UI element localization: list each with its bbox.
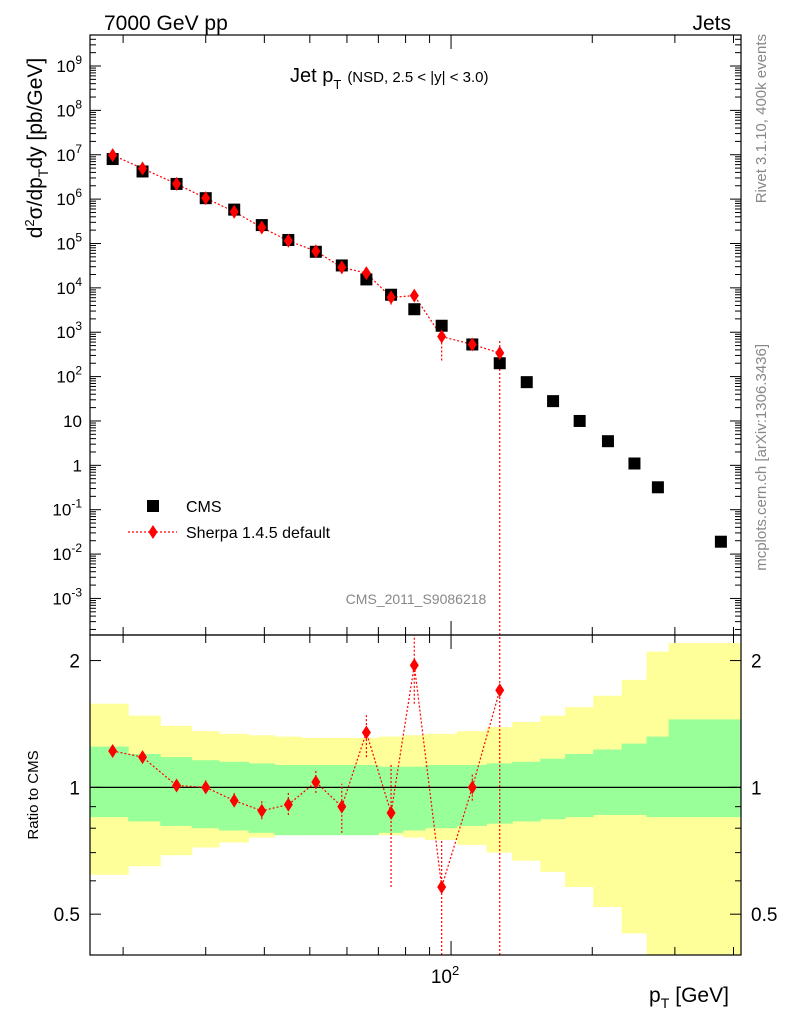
cms-point (573, 414, 586, 427)
sherpa-point (138, 161, 148, 176)
cms-point (651, 481, 664, 494)
ratio-point (257, 803, 267, 818)
upper-ytick-label: 107 (56, 142, 82, 165)
sherpa-point (409, 288, 419, 303)
sherpa-point (257, 220, 267, 235)
xtick-label: 102 (431, 963, 459, 988)
cms-point (408, 303, 421, 316)
cms-point (493, 357, 506, 370)
cms-point (547, 395, 560, 408)
ratio-point (138, 750, 148, 765)
sherpa-point (337, 260, 347, 275)
lower-ytick-label: 0.5 (54, 905, 80, 926)
rivet-version-label: Rivet 3.1.10, 400k events (753, 34, 770, 203)
ratio-point (283, 797, 293, 812)
plot-title: Jet pT (NSD, 2.5 < |y| < 3.0) (290, 65, 489, 92)
upper-ytick-label: 108 (56, 97, 82, 120)
lower-ytick-label-right: 2 (751, 652, 762, 673)
upper-ytick-label: 106 (56, 186, 82, 209)
ratio-band-inner (248, 763, 275, 833)
legend-sherpa-marker (148, 525, 158, 539)
analysis-id: CMS_2011_S9086218 (346, 591, 487, 607)
ratio-band-inner (512, 761, 541, 822)
upper-ytick-label: 10-3 (52, 585, 82, 608)
cms-point (520, 376, 533, 389)
upper-ytick-label: 109 (56, 53, 82, 76)
upper-ytick-label: 104 (56, 275, 82, 298)
cms-point (714, 535, 727, 548)
ratio-band-inner (424, 765, 458, 829)
upper-ytick-label: 10-2 (52, 541, 82, 564)
ratio-point (311, 774, 321, 789)
sherpa-point (201, 191, 211, 206)
sherpa-point (229, 204, 239, 219)
sherpa-point (386, 290, 396, 305)
upper-ytick-label: 102 (56, 364, 82, 387)
ratio-band-inner (668, 719, 742, 818)
sherpa-point (467, 337, 477, 352)
sherpa-point (495, 346, 505, 361)
upper-axis-ticks: 10-3 10-2 10-1 1 10 102 103 104 105 106 107 108 109 (52, 34, 741, 635)
legend-cms-marker (147, 500, 159, 512)
lower-data-layer (108, 635, 505, 955)
lower-ytick-label: 2 (69, 652, 80, 673)
upper-ytick-label: 105 (56, 230, 82, 253)
lower-ytick-label-right: 1 (751, 778, 762, 799)
ratio-point (361, 725, 371, 740)
ratio-point (201, 780, 211, 795)
ratio-point (467, 780, 477, 795)
category-label: Jets (692, 12, 731, 35)
ratio-band-inner (646, 736, 670, 818)
upper-ylabel: d2σ/dpTdy [pb/GeV] (22, 58, 51, 239)
ratio-band-inner (90, 746, 129, 818)
xlabel: pT [GeV] (649, 984, 729, 1011)
ratio-point (108, 743, 118, 758)
source-label: mcplots.cern.ch [arXiv:1306.3436] (753, 344, 770, 571)
sherpa-point (108, 148, 118, 163)
ratio-band-inner (353, 765, 379, 836)
upper-frame (89, 34, 742, 636)
cms-point (435, 319, 448, 332)
sherpa-point (283, 233, 293, 248)
upper-ytick-label: 1 (73, 456, 82, 475)
ratio-uncertainty-bands (90, 643, 742, 955)
legend: CMS Sherpa 1.4.5 default (128, 499, 331, 542)
upper-ytick-label: 10 (63, 412, 82, 431)
lower-ytick-label: 1 (69, 778, 80, 799)
lower-ytick-label-right: 0.5 (751, 905, 777, 926)
legend-cms-label: CMS (186, 499, 222, 516)
ratio-band-inner (191, 760, 220, 829)
upper-ytick-label: 10-1 (52, 497, 82, 520)
ratio-point (495, 683, 505, 698)
ratio-line (112, 665, 501, 888)
ratio-band-inner (621, 743, 648, 815)
ratio-point (229, 793, 239, 808)
ratio-band-inner (540, 758, 566, 820)
lower-frame (89, 634, 742, 956)
ratio-band-inner (403, 766, 426, 831)
ratio-band-inner (593, 749, 623, 815)
lower-ylabel: Ratio to CMS (25, 750, 42, 839)
sherpa-point (311, 244, 321, 259)
ratio-point (409, 658, 419, 673)
sherpa-point (172, 176, 182, 191)
upper-data-layer (106, 148, 727, 635)
sherpa-point (437, 329, 447, 344)
sherpa-point (361, 266, 371, 281)
energy-label: 7000 GeV pp (104, 12, 228, 35)
cms-point (628, 457, 641, 470)
lower-axis-ticks: 0.5 0.5 1 1 2 2 102 (54, 635, 777, 988)
ratio-point (337, 799, 347, 814)
cms-point (601, 435, 614, 448)
ratio-point (437, 880, 447, 895)
legend-sherpa-label: Sherpa 1.4.5 default (186, 525, 331, 542)
ratio-band-inner (565, 754, 594, 818)
ratio-point (386, 805, 396, 820)
ratio-point (172, 778, 182, 793)
upper-ytick-label: 103 (56, 319, 82, 342)
